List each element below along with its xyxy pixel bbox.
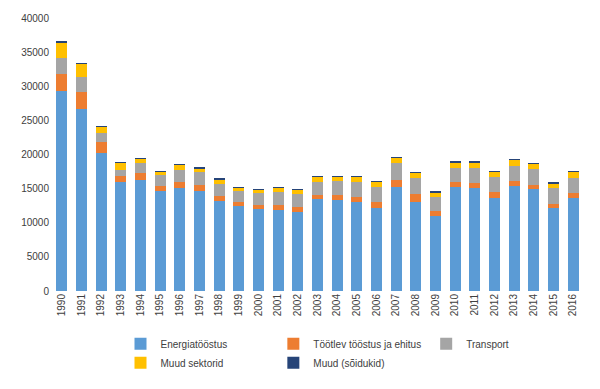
svg-text:2008: 2008 (410, 294, 421, 317)
svg-text:30000: 30000 (21, 81, 49, 92)
svg-text:2002: 2002 (292, 294, 303, 317)
svg-text:Energiatööstus: Energiatööstus (161, 339, 228, 350)
svg-text:1995: 1995 (154, 294, 165, 317)
svg-text:1997: 1997 (194, 294, 205, 317)
svg-text:2016: 2016 (567, 294, 578, 317)
svg-text:10000: 10000 (21, 217, 49, 228)
svg-text:5000: 5000 (27, 251, 50, 262)
svg-text:2009: 2009 (430, 294, 441, 317)
svg-text:1990: 1990 (56, 294, 67, 317)
svg-text:1996: 1996 (174, 294, 185, 317)
svg-text:2000: 2000 (253, 294, 264, 317)
svg-text:1999: 1999 (233, 294, 244, 317)
svg-text:2007: 2007 (390, 294, 401, 317)
svg-text:25000: 25000 (21, 115, 49, 126)
svg-text:40000: 40000 (21, 13, 49, 24)
svg-text:2013: 2013 (508, 294, 519, 317)
svg-text:1994: 1994 (135, 294, 146, 317)
svg-text:1991: 1991 (76, 294, 87, 317)
svg-text:35000: 35000 (21, 47, 49, 58)
svg-text:20000: 20000 (21, 149, 49, 160)
svg-text:1992: 1992 (95, 294, 106, 317)
svg-text:2006: 2006 (371, 294, 382, 317)
svg-text:1998: 1998 (213, 294, 224, 317)
svg-text:2005: 2005 (351, 294, 362, 317)
svg-text:Töötlev tööstus ja ehitus: Töötlev tööstus ja ehitus (313, 339, 421, 350)
svg-text:Transport: Transport (466, 339, 509, 350)
svg-text:2011: 2011 (469, 294, 480, 316)
svg-text:2012: 2012 (489, 294, 500, 317)
svg-text:1993: 1993 (115, 294, 126, 317)
svg-text:2001: 2001 (272, 294, 283, 317)
svg-text:2004: 2004 (331, 294, 342, 317)
svg-text:2014: 2014 (528, 294, 539, 317)
svg-text:2003: 2003 (312, 294, 323, 317)
svg-text:Muud (sõidukid): Muud (sõidukid) (313, 358, 384, 369)
svg-text:0: 0 (43, 286, 49, 297)
svg-text:2015: 2015 (548, 294, 559, 317)
svg-text:2010: 2010 (449, 294, 460, 317)
svg-text:15000: 15000 (21, 183, 49, 194)
svg-text:Muud sektorid: Muud sektorid (161, 358, 224, 369)
